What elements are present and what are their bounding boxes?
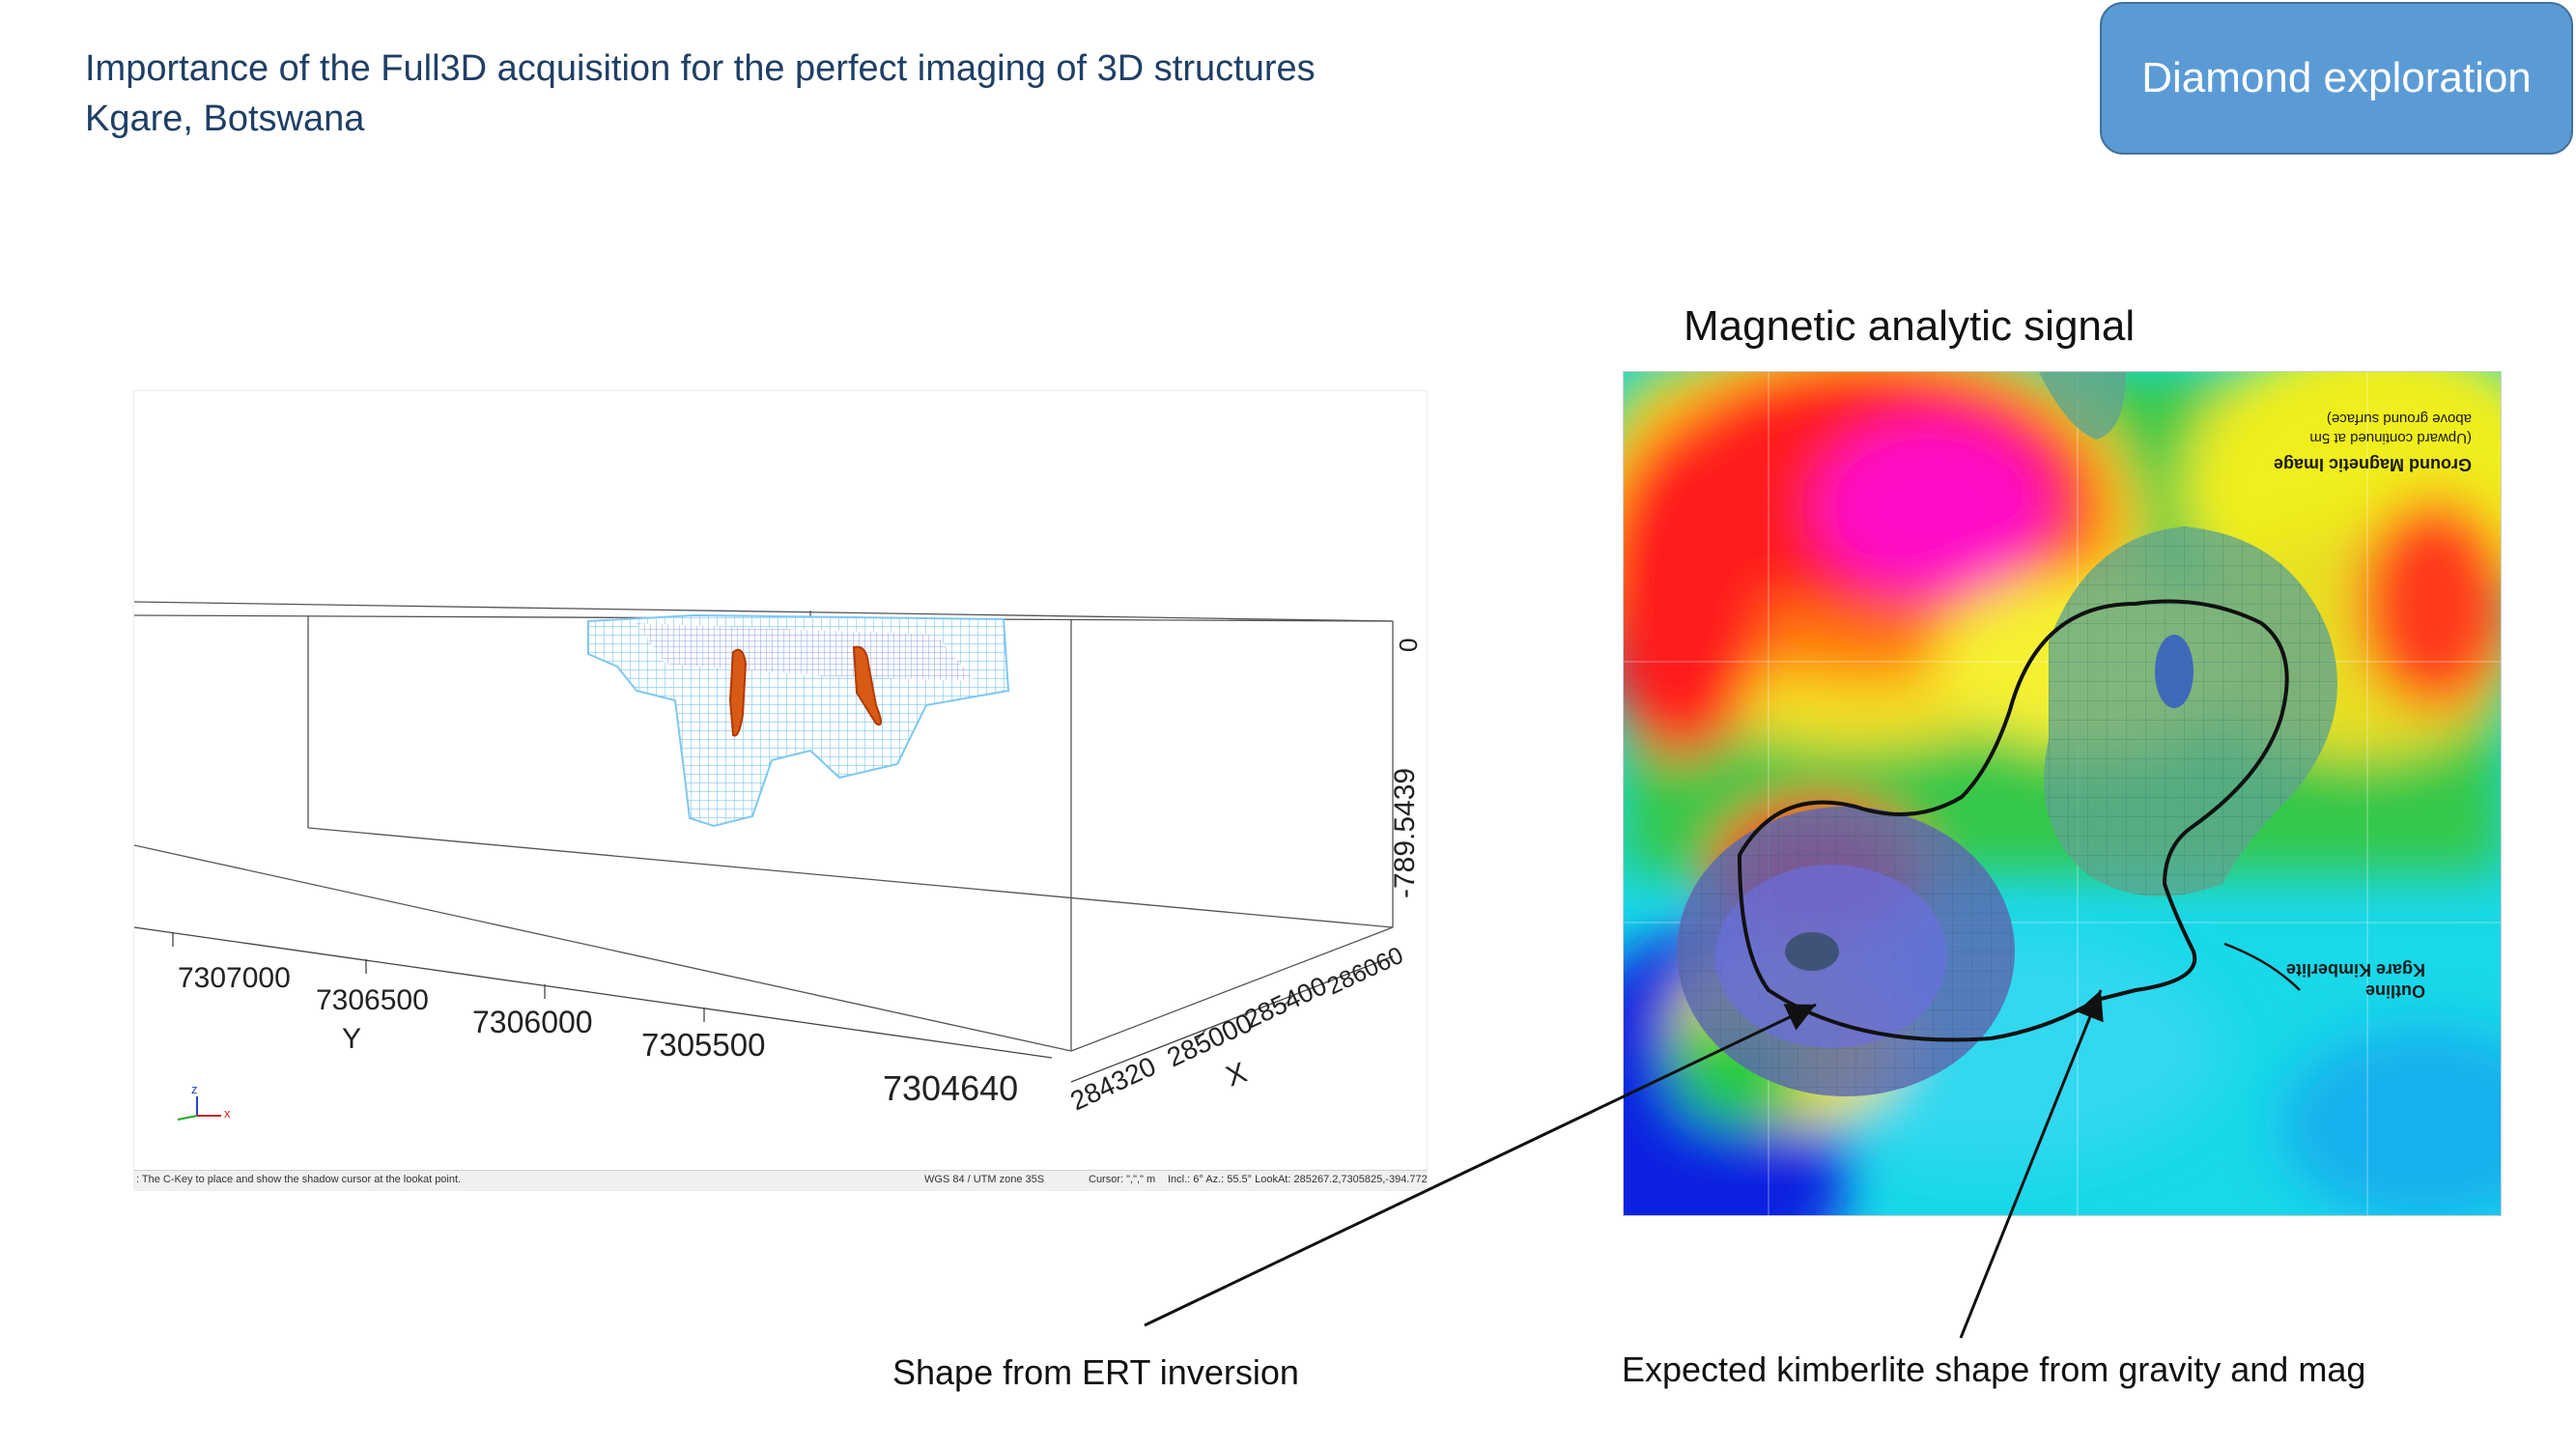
page-subtitle: Kgare, Botswana [85, 99, 365, 139]
y-tick-label: 7305500 [641, 1027, 765, 1063]
y-tick-label: 7307000 [178, 962, 291, 994]
svg-text:Kgare Kimberlite: Kgare Kimberlite [2286, 960, 2425, 980]
svg-text:above ground surface): above ground surface) [2327, 411, 2472, 427]
y-axis [134, 926, 1053, 1059]
ert-shape-caption: Shape from ERT inversion [892, 1352, 1299, 1392]
magnetic-panel-title: Magnetic analytic signal [1684, 302, 2136, 350]
svg-text:x: x [224, 1106, 231, 1121]
y-tick-label: 7306000 [472, 1005, 593, 1039]
y-axis-label: Y [342, 1023, 361, 1055]
svg-text:Outline: Outline [2365, 981, 2425, 1001]
z-tick-label: 0 [1394, 639, 1423, 652]
expected-shape-caption: Expected kimberlite shape from gravity a… [1622, 1350, 2366, 1389]
page-title: Importance of the Full3D acquisition for… [85, 48, 1316, 89]
status-crs: WGS 84 / UTM zone 35S [924, 1174, 1045, 1185]
bounding-box [134, 601, 1394, 1052]
status-hint: : The C-Key to place and show the shadow… [136, 1174, 462, 1185]
ert-conductive-bodies [728, 645, 882, 737]
svg-text:z: z [191, 1082, 198, 1096]
status-cursor: Cursor: ","," m [1089, 1174, 1156, 1185]
x-tick-label: 285000 [1162, 1008, 1257, 1073]
svg-text:(Upward continued at 5m: (Upward continued at 5m [2309, 430, 2472, 446]
x-tick-label: 286060 [1323, 942, 1407, 1001]
map-legend-text: Ground Magnetic Image (Upward continued … [2274, 411, 2472, 474]
status-lookat: Incl.: 6° Az.: 55.5° LookAt: 285267.2,73… [1168, 1174, 1428, 1185]
resistivity-mesh [587, 613, 1010, 828]
axis-triad-icon: z x [177, 1082, 231, 1121]
x-tick-label: 284320 [1065, 1051, 1160, 1117]
magnetic-analytic-signal-map[interactable]: Ground Magnetic Image (Upward continued … [1623, 371, 2502, 1216]
outline-label-text: Outline Kgare Kimberlite [2286, 960, 2425, 1001]
diamond-exploration-badge[interactable]: Diamond exploration [2100, 2, 2573, 155]
svg-text:Ground Magnetic Image: Ground Magnetic Image [2274, 455, 2472, 474]
status-bar: : The C-Key to place and show the shadow… [134, 1170, 1427, 1190]
z-tick-label: -789.5439 [1389, 768, 1421, 898]
3d-model-viewer[interactable]: 7307000 7306500 7306000 7305500 7304640 … [133, 390, 1428, 1191]
y-tick-label: 7304640 [883, 1068, 1018, 1108]
x-axis-label: X [1222, 1057, 1251, 1094]
3d-model-scene[interactable]: 7307000 7306500 7306000 7305500 7304640 … [134, 391, 1428, 1173]
y-tick-label: 7306500 [316, 984, 429, 1016]
